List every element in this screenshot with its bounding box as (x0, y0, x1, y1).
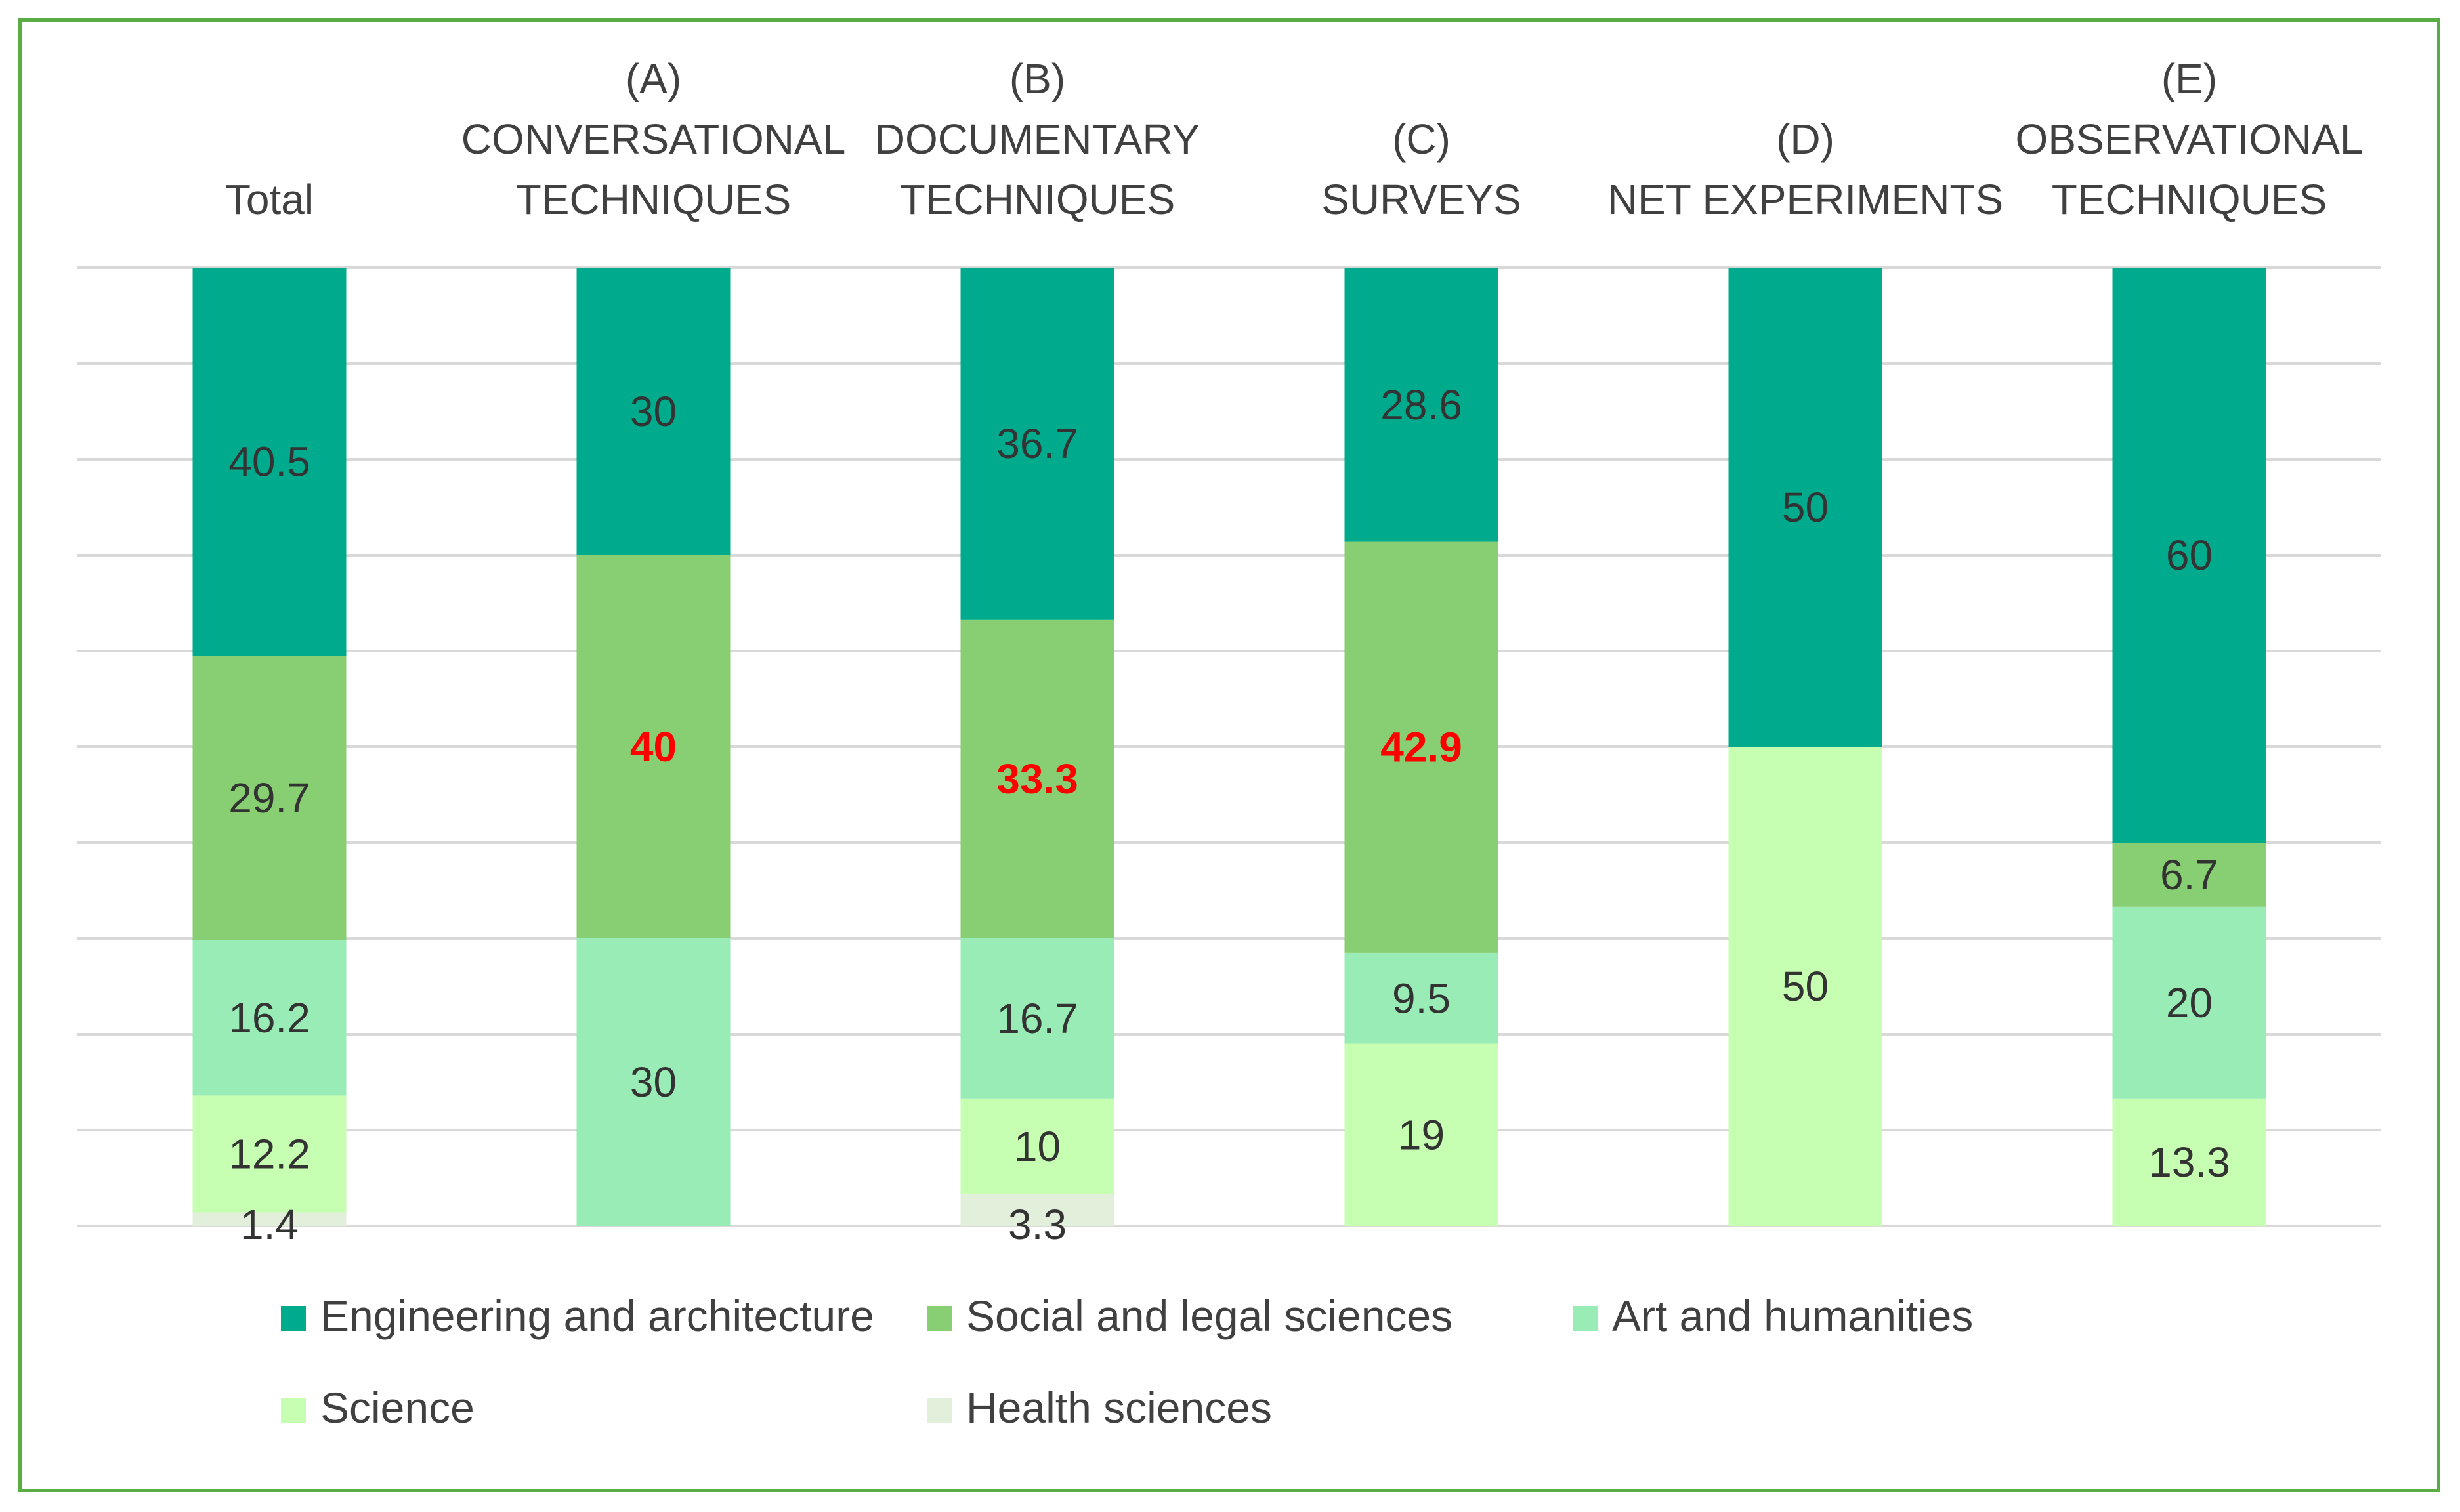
data-label-3-0: 29.7 (228, 774, 310, 822)
bar-segment-1-3 (1344, 1043, 1498, 1226)
data-label-3-2: 33.3 (996, 755, 1078, 803)
legend-swatch-0 (281, 1306, 306, 1331)
category-label-2-0: (B) (1009, 55, 1065, 102)
category-label-1-2: TECHNIQUES (516, 176, 792, 223)
legend-label-0: Engineering and architecture (320, 1292, 874, 1340)
legend-swatch-1 (927, 1306, 952, 1331)
bar-segment-2-0 (192, 940, 347, 1096)
bar-segment-4-1 (576, 268, 731, 555)
data-label-4-0: 40.5 (228, 438, 310, 486)
legend-label-3: Science (320, 1383, 475, 1432)
data-label-4-3: 28.6 (1380, 381, 1462, 429)
category-label-5-1: OBSERVATIONAL (2016, 116, 2364, 163)
data-label-4-4: 50 (1782, 484, 1829, 531)
data-label-3-3: 42.9 (1380, 724, 1462, 771)
bar-segment-1-5 (2112, 1098, 2266, 1226)
category-label-4-1: NET EXPERIMENTS (1607, 176, 2003, 223)
bar-segment-4-5 (2112, 268, 2266, 843)
bar-segment-2-2 (960, 938, 1114, 1099)
legend-label-2: Art and humanities (1612, 1292, 1973, 1340)
bar-segment-3-3 (1344, 541, 1498, 953)
category-label-3-1: SURVEYS (1321, 176, 1521, 223)
data-label-1-3: 19 (1398, 1111, 1445, 1158)
bar-segment-4-4 (1728, 268, 1882, 747)
data-label-2-0: 16.2 (228, 994, 310, 1041)
data-label-3-1: 40 (630, 723, 677, 770)
data-label-1-5: 13.3 (2148, 1139, 2230, 1186)
data-label-2-5: 20 (2166, 979, 2213, 1026)
bar-segment-2-1 (576, 938, 731, 1226)
category-label-4-0: (D) (1776, 116, 1834, 163)
legend-swatch-2 (1573, 1306, 1598, 1331)
bar-segment-2-5 (2112, 906, 2266, 1099)
category-label-2-2: TECHNIQUES (900, 176, 1176, 223)
bar-segment-0-0 (192, 1212, 347, 1226)
data-label-0-0: 1.4 (240, 1201, 299, 1248)
data-label-4-5: 60 (2166, 532, 2213, 579)
gridlines (77, 266, 2381, 1227)
bar-segment-1-4 (1728, 747, 1882, 1226)
bar-segment-1-2 (960, 1098, 1114, 1194)
data-label-0-2: 3.3 (1008, 1201, 1067, 1248)
category-label-2-1: DOCUMENTARY (875, 116, 1200, 163)
bar-segment-3-5 (2112, 843, 2266, 907)
data-label-3-5: 6.7 (2160, 851, 2218, 898)
legend: Engineering and architecture Social and l… (281, 1292, 1973, 1432)
legend-swatch-3 (281, 1398, 306, 1423)
bar-segment-0-2 (960, 1194, 1114, 1226)
legend-swatch-4 (927, 1398, 952, 1423)
data-label-2-3: 9.5 (1392, 975, 1451, 1022)
data-label-2-1: 30 (630, 1059, 677, 1106)
category-label-1-1: CONVERSATIONAL (461, 116, 846, 163)
category-label-1-0: (A) (626, 55, 681, 102)
data-label-4-2: 36.7 (996, 420, 1078, 467)
data-label-1-0: 12.2 (228, 1131, 310, 1178)
category-label-0-0: Total (225, 176, 314, 223)
category-label-3-0: (C) (1392, 116, 1451, 163)
bar-segment-3-1 (576, 555, 731, 938)
category-label-5-2: TECHNIQUES (2052, 176, 2327, 223)
bar-segment-4-0 (192, 268, 347, 656)
bar-segment-3-0 (192, 656, 347, 940)
bar-segment-4-2 (960, 268, 1114, 620)
bar-segment-3-2 (960, 619, 1114, 938)
bar-segment-1-0 (192, 1095, 347, 1213)
data-label-1-4: 50 (1782, 963, 1829, 1010)
bar-segment-2-3 (1344, 952, 1498, 1044)
data-label-4-1: 30 (630, 388, 677, 435)
bar-stacks (192, 268, 2266, 1226)
bar-segment-4-3 (1344, 268, 1498, 542)
chart-frame (18, 18, 2440, 1492)
data-label-2-2: 16.7 (996, 995, 1078, 1042)
category-label-5-0: (E) (2161, 55, 2217, 102)
legend-label-1: Social and legal sciences (966, 1292, 1453, 1340)
data-labels: 1.4 12.2 16.2 29.7 40.5 30 40 30 3.3 10 16.7 33.3 36… (228, 381, 2230, 1248)
data-label-1-2: 10 (1014, 1123, 1061, 1170)
legend-label-4: Health sciences (966, 1383, 1272, 1432)
category-labels: Total (A) CONVERSATIONAL TECHNIQUES (B) DOCUM… (225, 55, 2364, 223)
